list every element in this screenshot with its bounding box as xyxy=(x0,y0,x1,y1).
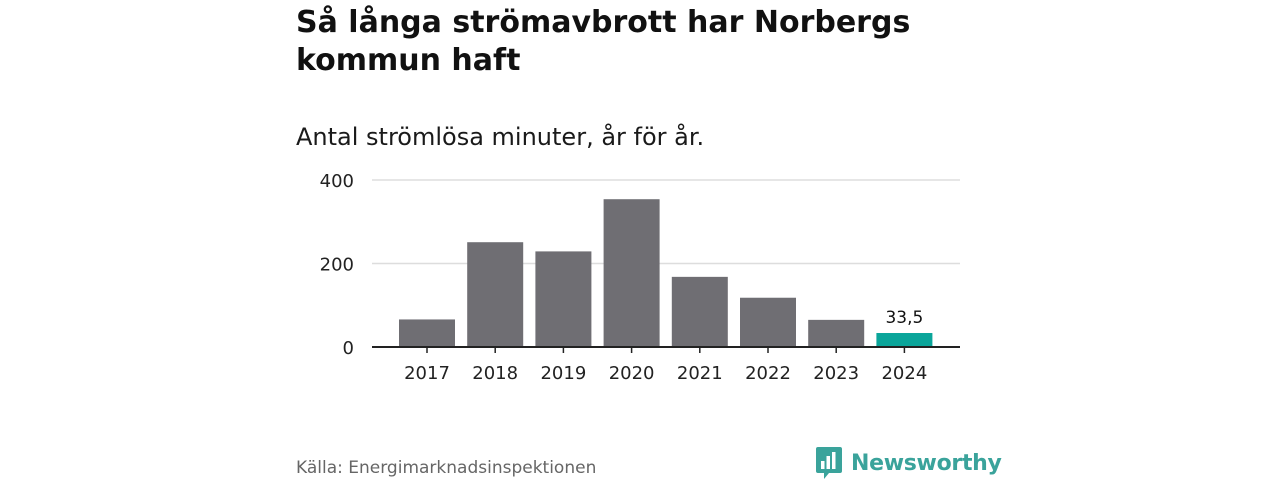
chart-title: Så långa strömavbrott har Norbergs kommu… xyxy=(296,5,911,78)
x-tick-label: 2021 xyxy=(677,363,723,384)
brand-logo: Newsworthy xyxy=(815,446,1002,480)
labels: 0 200 400 2017 2018 2019 2020 2021 2022 2023 2024 3… xyxy=(320,171,928,384)
x-tick-label: 2017 xyxy=(404,363,450,384)
bar-2022 xyxy=(740,297,796,347)
brand-name: Newsworthy xyxy=(851,450,1002,476)
bar-2019 xyxy=(535,251,592,347)
bar-2024 xyxy=(876,333,933,347)
y-tick-label: 0 xyxy=(343,338,354,359)
x-tick-label: 2022 xyxy=(745,363,791,384)
axes xyxy=(372,346,960,353)
x-tick-label: 2020 xyxy=(609,363,655,384)
bar-2021 xyxy=(671,276,728,347)
bar-2018 xyxy=(467,242,524,347)
x-tick-label: 2019 xyxy=(540,363,586,384)
chart-subtitle: Antal strömlösa minuter, år för år. xyxy=(296,123,705,151)
bars xyxy=(399,199,933,347)
x-tick-label: 2018 xyxy=(472,363,518,384)
bar-chart: 0 200 400 2017 2018 2019 2020 2021 2022 2023 2024 3… xyxy=(320,171,960,384)
bar-2023 xyxy=(808,319,865,347)
x-tick-label: 2023 xyxy=(813,363,859,384)
data-label: 33,5 xyxy=(885,308,923,328)
y-tick-label: 400 xyxy=(320,171,354,192)
bar-2017 xyxy=(399,319,455,347)
y-tick-label: 200 xyxy=(320,255,354,276)
bar-chart-logo-icon xyxy=(816,447,842,479)
grid-lines xyxy=(372,179,960,265)
bar-2020 xyxy=(603,199,660,347)
source-note: Källa: Energimarknadsinspektionen xyxy=(296,458,597,478)
x-tick-label: 2024 xyxy=(881,363,927,384)
